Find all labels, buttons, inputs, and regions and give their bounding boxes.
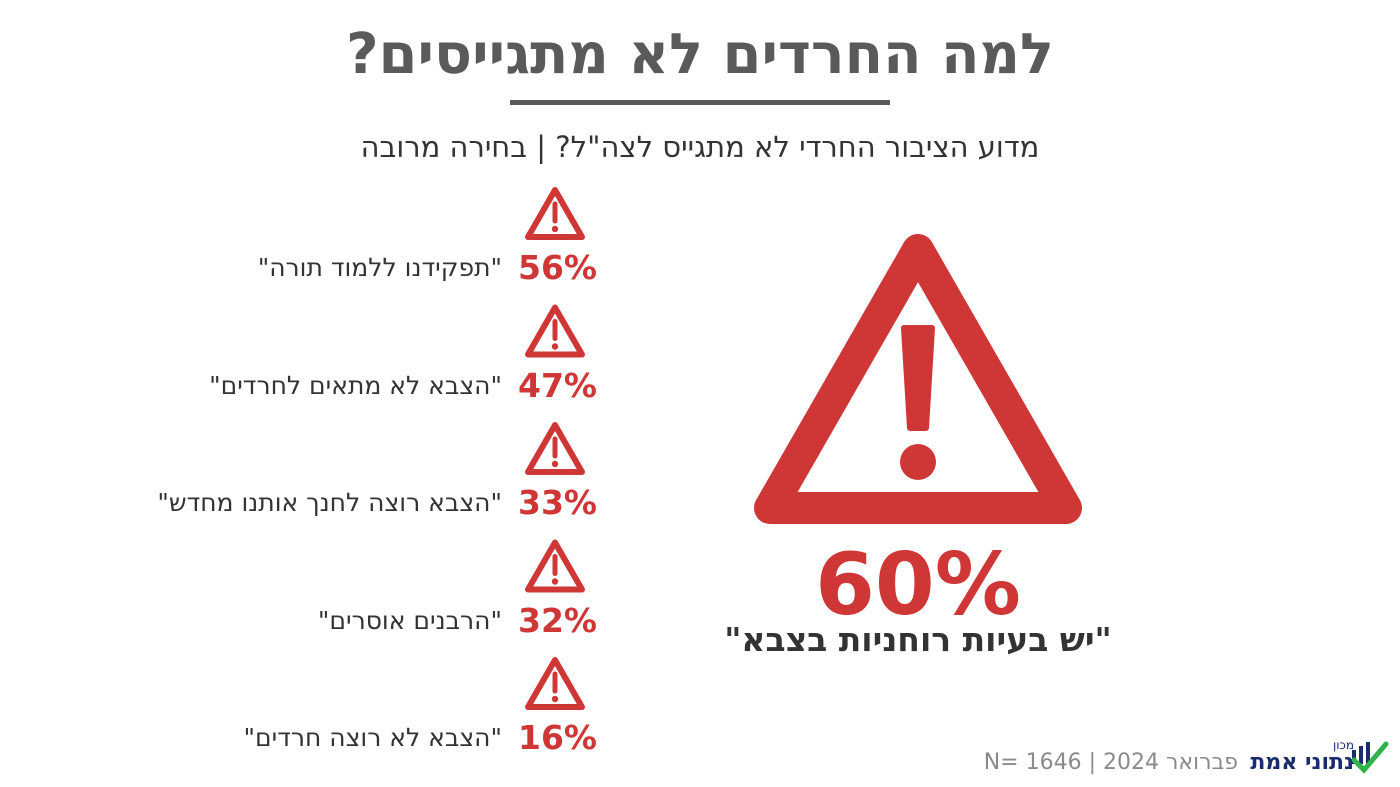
item-percent: 16% — [518, 718, 597, 757]
warning-icon — [525, 187, 585, 240]
logo-mark — [1351, 741, 1389, 774]
item-label: "הצבא רוצה לחנך אותנו מחדש" — [157, 488, 502, 517]
warning-icon — [525, 539, 585, 593]
featured-label: "יש בעיות רוחניות בצבא" — [724, 620, 1112, 659]
item-percent: 33% — [518, 483, 597, 522]
item-label: "הרבנים אוסרים" — [317, 605, 502, 635]
footer-note: פברואר 2024 | N= 1646 — [983, 750, 1238, 775]
item-percent: 32% — [518, 600, 597, 640]
item-percent: 56% — [518, 248, 597, 287]
featured-percent: 60% — [815, 535, 1021, 635]
warning-icon — [525, 422, 585, 475]
title-underline — [510, 100, 890, 105]
logo-main: נתוני אמת — [1250, 750, 1354, 775]
item-percent: 47% — [518, 365, 597, 405]
logo-small: מכון — [1332, 738, 1354, 752]
item-label: "הצבא לא רוצה חרדים" — [243, 723, 502, 752]
warning-icon — [525, 657, 585, 710]
big-warning-icon — [754, 234, 1082, 524]
item-label: "הצבא לא מתאים לחרדים" — [209, 370, 502, 400]
subtitle: מדוע הציבור החרדי לא מתגייס לצה"ל? | בחי… — [360, 130, 1040, 164]
item-label: "תפקידנו ללמוד תורה" — [257, 253, 502, 282]
title: למה החרדים לא מתגייסים? — [346, 22, 1054, 87]
warning-icon — [525, 304, 585, 358]
